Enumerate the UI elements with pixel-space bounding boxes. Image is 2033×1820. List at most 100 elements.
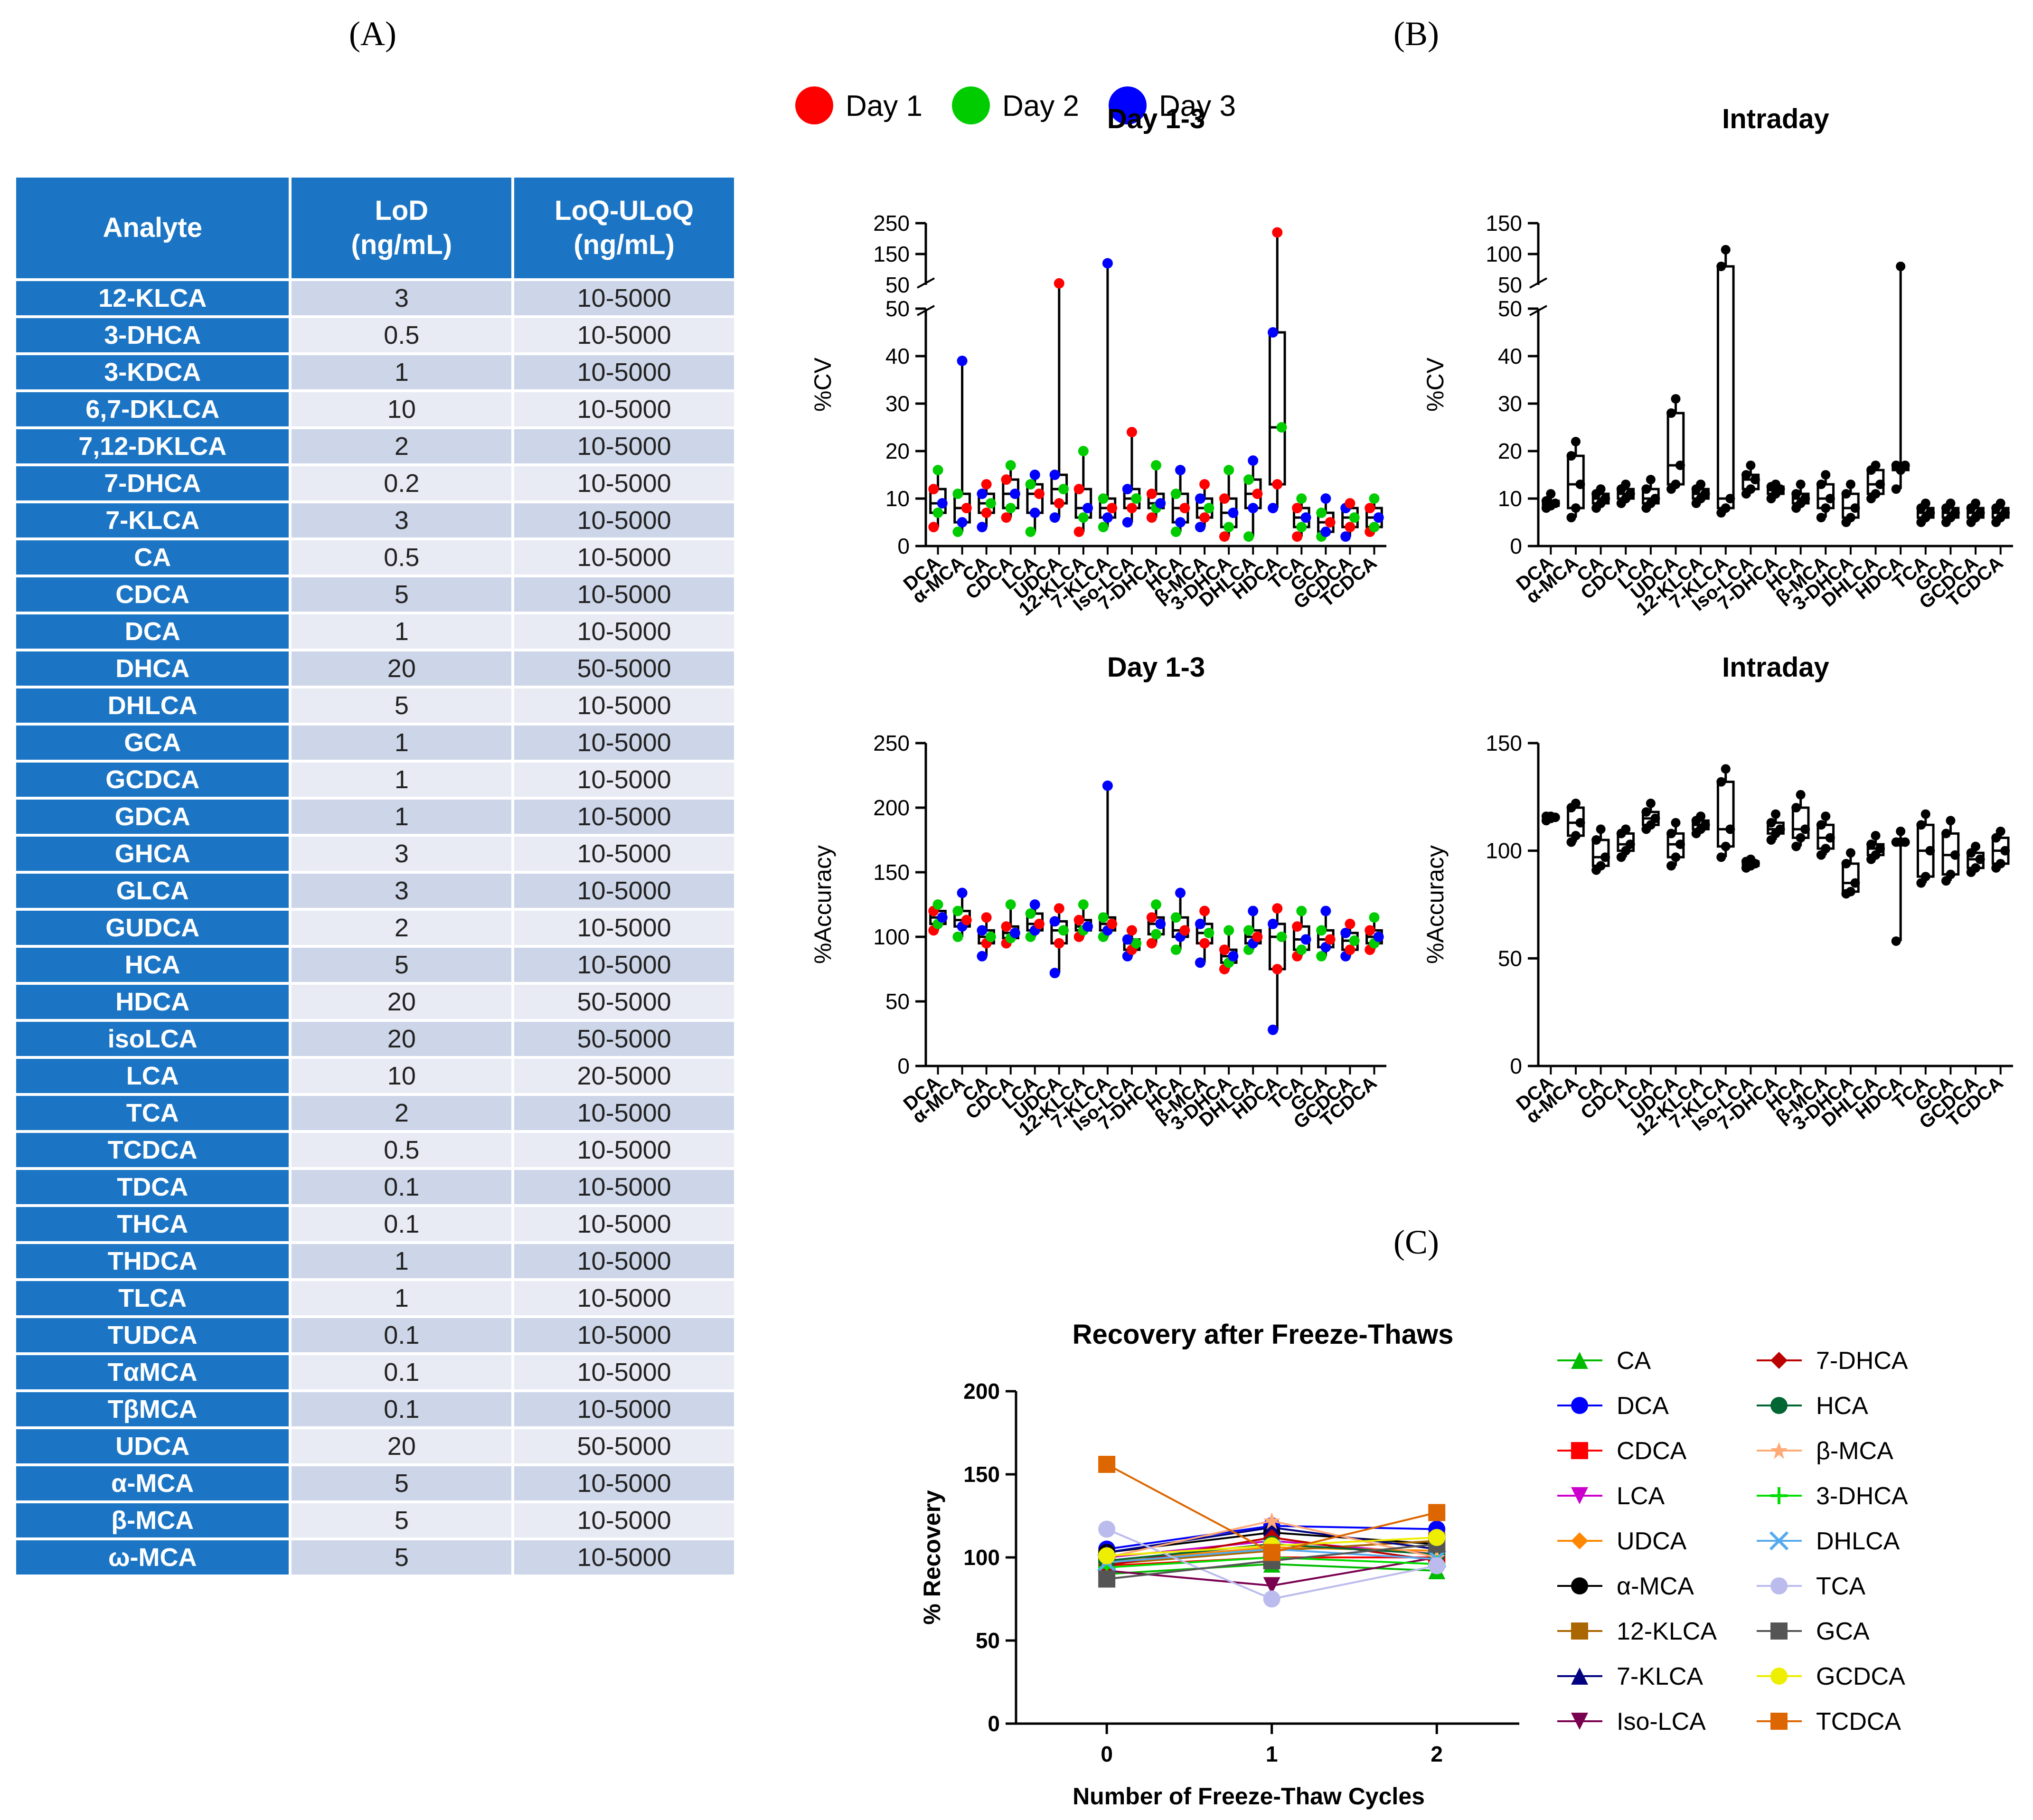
data-point	[1625, 489, 1635, 499]
analyte-cell: DHLCA	[16, 688, 289, 723]
y-tick-label: 150	[963, 1462, 1000, 1487]
table-row: isoLCA 20 50-5000	[16, 1022, 734, 1056]
table-row: HCA 5 10-5000	[16, 948, 734, 982]
data-point	[1034, 918, 1045, 929]
data-point	[1320, 493, 1331, 504]
data-point	[1716, 852, 1726, 862]
y-tick-label: 200	[873, 795, 910, 820]
table-row: 3-DHCA 0.5 10-5000	[16, 318, 734, 352]
data-point	[1243, 531, 1254, 542]
data-point	[1950, 850, 1960, 860]
data-point	[1325, 517, 1336, 528]
data-point	[1675, 839, 1685, 849]
axis-break-mark	[1529, 305, 1547, 316]
data-point	[1073, 527, 1084, 537]
data-point	[977, 522, 988, 532]
data-point	[1796, 790, 1806, 800]
data-point	[928, 522, 939, 532]
data-point	[1920, 499, 1930, 508]
data-point	[1666, 861, 1676, 871]
data-point	[1891, 936, 1901, 946]
table-row: 7-KLCA 3 10-5000	[16, 503, 734, 538]
table-row: LCA 10 20-5000	[16, 1059, 734, 1093]
lod-cell: 5	[292, 1540, 512, 1575]
data-point	[1995, 826, 2005, 836]
y-tick-label: 0	[1510, 1054, 1522, 1078]
data-point	[1195, 918, 1205, 929]
box	[1268, 331, 1286, 486]
legend-label: DHLCA	[1816, 1528, 1900, 1555]
legend-label: CA	[1617, 1347, 1651, 1375]
y-tick-label: 50	[1498, 296, 1522, 321]
data-point	[1741, 470, 1751, 480]
analyte-cell: TLCA	[16, 1281, 289, 1315]
data-point	[1219, 531, 1230, 542]
data-point	[1268, 503, 1279, 513]
data-point	[1151, 929, 1161, 940]
data-point	[1228, 951, 1239, 962]
data-point	[1340, 531, 1351, 542]
data-point	[1700, 489, 1710, 499]
data-point	[1650, 494, 1660, 503]
analyte-cell: isoLCA	[16, 1022, 289, 1056]
analyte-cell: 7,12-DKLCA	[16, 429, 289, 463]
data-point	[1566, 451, 1576, 461]
data-point	[2000, 508, 2010, 518]
legend-label: GCA	[1816, 1618, 1870, 1645]
data-point	[961, 503, 972, 513]
data-point	[932, 899, 943, 910]
y-axis-label: %Accuracy	[809, 845, 836, 964]
data-point	[1292, 921, 1303, 932]
box-chart-1: Intraday%CV0102030405010015050DCAα-MCACA…	[1422, 104, 2013, 620]
data-point	[1345, 918, 1355, 929]
data-point	[1126, 427, 1137, 437]
data-point	[1155, 918, 1166, 929]
data-point	[1146, 912, 1157, 923]
data-point	[1696, 480, 1706, 489]
data-point	[1841, 489, 1851, 499]
data-point	[1871, 489, 1881, 499]
analyte-cell: THDCA	[16, 1244, 289, 1278]
data-point	[1268, 918, 1279, 929]
data-point	[1252, 932, 1263, 942]
table-row: GUDCA 2 10-5000	[16, 911, 734, 945]
data-point	[1821, 503, 1831, 513]
data-point	[1170, 912, 1181, 923]
table-row: α-MCA 5 10-5000	[16, 1466, 734, 1500]
data-point	[1276, 422, 1287, 433]
data-point	[1296, 522, 1307, 532]
lod-cell: 10	[292, 1059, 512, 1093]
data-point	[1666, 829, 1676, 839]
data-point	[1025, 479, 1036, 490]
legend-marker	[1770, 1622, 1788, 1640]
table-row: GHCA 3 10-5000	[16, 837, 734, 871]
legend-label-day-2: Day 2	[1002, 90, 1079, 123]
data-point	[1054, 938, 1064, 949]
loq-cell: 10-5000	[514, 614, 734, 649]
data-point	[1700, 820, 1710, 830]
data-point	[1252, 489, 1263, 499]
data-point	[1771, 809, 1780, 819]
series-point	[1428, 1504, 1446, 1521]
y-tick-label: 0	[897, 534, 910, 558]
y-tick-label: 150	[873, 860, 910, 885]
y-tick-label: 50	[1498, 273, 1522, 297]
legend-label: α-MCA	[1617, 1573, 1694, 1600]
data-point	[1825, 833, 1835, 843]
data-point	[1950, 508, 1960, 518]
data-point	[1875, 844, 1885, 854]
panel-label-b: (B)	[1393, 15, 1439, 53]
data-point	[1107, 503, 1118, 513]
table-row: TLCA 1 10-5000	[16, 1281, 734, 1315]
data-point	[957, 887, 968, 898]
y-tick-label: 150	[873, 242, 910, 266]
loq-cell: 10-5000	[514, 1244, 734, 1278]
analyte-cell: HDCA	[16, 985, 289, 1019]
y-axis-label: %CV	[1422, 357, 1449, 412]
data-point	[1320, 905, 1331, 916]
data-point	[1941, 829, 1951, 839]
table-row: β-MCA 5 10-5000	[16, 1503, 734, 1537]
data-point	[1146, 489, 1157, 499]
data-point	[1199, 938, 1210, 949]
data-point	[1891, 484, 1901, 494]
